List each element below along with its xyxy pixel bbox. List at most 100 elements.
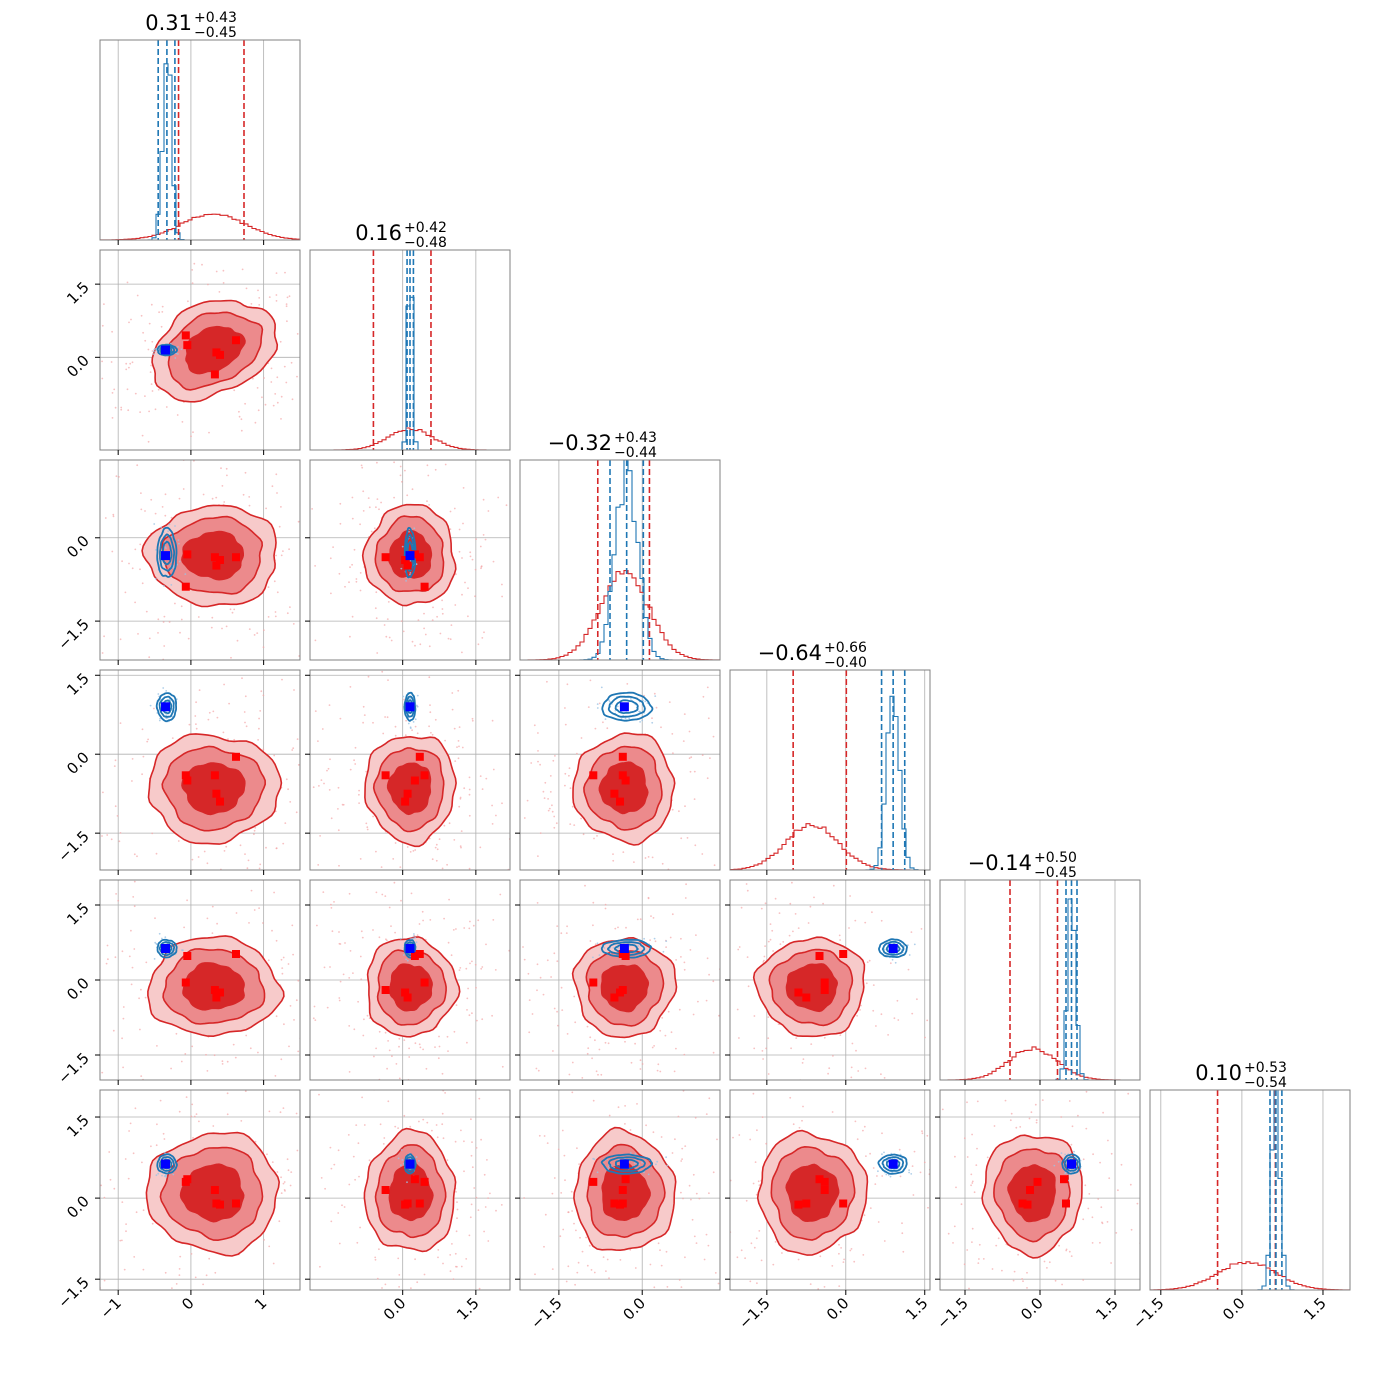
blue-sample-point <box>401 1159 404 1161</box>
red-sample-point <box>450 624 453 626</box>
red-square-marker <box>216 797 224 806</box>
red-sample-point <box>164 1271 167 1274</box>
red-sample-point <box>553 1177 556 1179</box>
red-sample-point <box>355 580 358 583</box>
blue-sample-point <box>155 549 157 551</box>
red-sample-point <box>125 912 127 914</box>
red-sample-point <box>158 311 161 314</box>
red-sample-point <box>386 1067 388 1070</box>
red-sample-point <box>875 1025 877 1027</box>
red-sample-point <box>428 676 431 679</box>
red-sample-point <box>717 1118 719 1120</box>
red-sample-point <box>311 498 313 500</box>
red-sample-point <box>446 863 448 866</box>
red-sample-point <box>755 1193 758 1196</box>
red-sample-point <box>559 1235 562 1238</box>
red-sample-point <box>611 656 613 658</box>
red-sample-point <box>376 461 378 464</box>
red-sample-point <box>197 616 200 618</box>
blue-contour-middle <box>158 941 175 957</box>
red-sample-point <box>341 778 343 780</box>
red-sample-point <box>222 731 225 734</box>
red-sample-point <box>374 607 377 610</box>
red-sample-point <box>409 851 412 853</box>
red-sample-point <box>275 847 278 850</box>
red-sample-point <box>337 780 339 782</box>
red-sample-point <box>320 850 322 852</box>
y-tick-label: −1.5 <box>54 615 92 653</box>
red-sample-point <box>180 618 183 621</box>
red-sample-point <box>111 330 113 333</box>
red-sample-point <box>573 995 576 998</box>
blue-contour-outer <box>403 526 417 579</box>
red-sample-point <box>807 922 810 924</box>
red-square-marker <box>415 752 424 761</box>
blue-sample-point <box>152 353 155 355</box>
red-sample-point <box>449 626 451 628</box>
red-sample-point <box>557 1024 559 1027</box>
red-sample-point <box>286 1158 289 1161</box>
red-sample-point <box>359 523 361 526</box>
red-sample-point <box>678 810 680 813</box>
red-sample-point <box>758 1184 761 1187</box>
red-sample-point <box>139 543 142 546</box>
red-sample-point <box>213 877 215 879</box>
red-sample-point <box>850 1248 853 1250</box>
red-sample-point <box>91 655 93 657</box>
red-square-marker <box>794 1200 803 1209</box>
red-sample-point <box>293 1127 295 1129</box>
red-sample-point <box>536 963 539 966</box>
x-tick-label: 0.0 <box>619 1294 649 1324</box>
red-sample-point <box>460 830 463 832</box>
red-sample-point <box>1107 1139 1109 1142</box>
red-sample-point <box>743 987 745 989</box>
red-sample-point <box>685 1252 687 1254</box>
red-sample-point <box>343 1206 346 1208</box>
blue-sample-point <box>596 1171 599 1174</box>
red-sample-point <box>282 956 285 959</box>
red-sample-point <box>212 710 215 713</box>
red-sample-point <box>357 1142 360 1145</box>
red-sample-point <box>995 996 997 998</box>
blue-sample-point <box>411 937 413 940</box>
red-sample-point <box>157 632 159 634</box>
red-sample-point <box>207 283 209 286</box>
red-sample-point <box>706 957 709 960</box>
red-sample-point <box>331 930 334 933</box>
red-sample-point <box>651 856 654 859</box>
red-sample-point <box>302 779 304 781</box>
red-sample-point <box>850 1076 853 1079</box>
red-sample-point <box>680 1160 683 1162</box>
red-sample-point <box>267 959 270 962</box>
red-sample-point <box>211 616 214 619</box>
red-sample-point <box>906 1293 908 1295</box>
red-sample-point <box>275 1015 278 1018</box>
red-sample-point <box>222 282 225 284</box>
red-sample-point <box>1070 1255 1073 1257</box>
red-sample-point <box>488 1093 490 1095</box>
red-sample-point <box>114 956 117 959</box>
red-sample-point <box>316 1294 318 1296</box>
red-sample-point <box>375 891 378 894</box>
red-sample-point <box>754 1161 757 1163</box>
red-sample-point <box>761 1116 764 1118</box>
red-square-marker <box>618 752 627 761</box>
red-sample-point <box>769 923 772 925</box>
red-sample-point <box>119 832 122 834</box>
red-sample-point <box>1063 1312 1065 1314</box>
red-sample-point <box>359 572 362 574</box>
red-square-marker <box>420 1177 429 1186</box>
red-square-marker <box>802 1199 811 1208</box>
red-sample-point <box>539 763 541 766</box>
red-sample-point <box>589 1036 592 1039</box>
red-sample-point <box>676 951 678 953</box>
red-sample-point <box>767 1037 770 1040</box>
red-sample-point <box>223 850 226 852</box>
red-sample-point <box>340 607 342 609</box>
red-sample-point <box>259 1118 261 1120</box>
blue-sample-point <box>1057 1160 1060 1163</box>
red-sample-point <box>452 1278 455 1280</box>
red-sample-point <box>98 966 100 968</box>
red-sample-point <box>426 464 429 467</box>
red-sample-point <box>447 678 449 680</box>
